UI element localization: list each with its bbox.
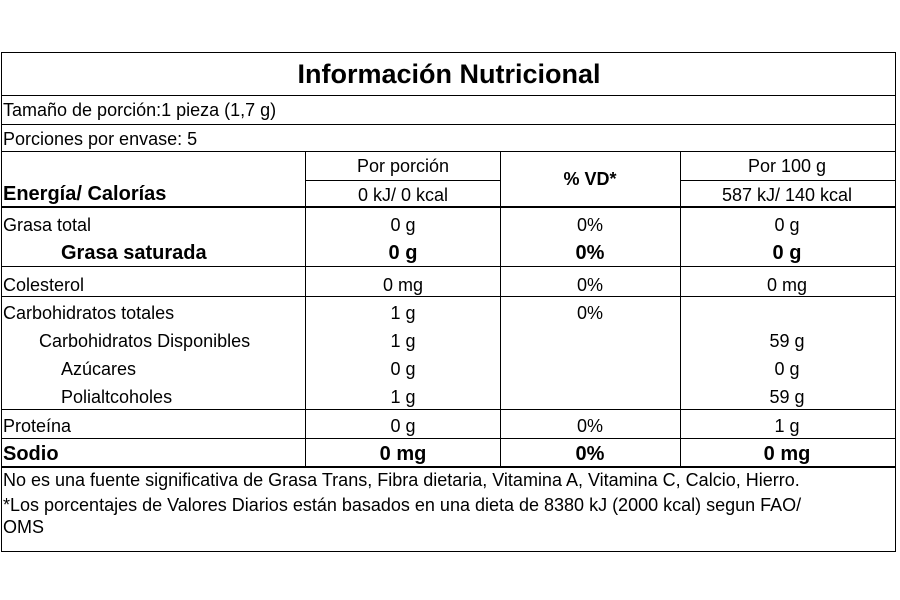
- nutrition-facts-panel: Información Nutricional Tamaño de porció…: [1, 52, 896, 552]
- col-divider-2: [500, 151, 501, 467]
- vd-value: 0%: [575, 242, 605, 264]
- per100-value: 0 mg: [763, 443, 811, 465]
- rule-under-title: [2, 95, 895, 96]
- per100-value: 59 g: [769, 387, 805, 407]
- vd-value: 0%: [576, 275, 604, 295]
- per100-value: 1 g: [774, 416, 800, 436]
- footnote-not-significant: No es una fuente significativa de Grasa …: [3, 470, 800, 490]
- per100-value: 0 g: [774, 359, 800, 379]
- rule-under-proteina: [2, 438, 895, 439]
- col-divider-3: [680, 151, 681, 467]
- nutrient-name: Azúcares: [61, 359, 137, 379]
- rule-under-sodio: [2, 466, 895, 468]
- portion-value: 0 g: [390, 416, 416, 436]
- rule-under-servings: [2, 151, 895, 152]
- vd-value: 0%: [576, 416, 604, 436]
- nutrient-name: Colesterol: [3, 275, 85, 295]
- col-header-portion: Por porción: [356, 156, 450, 176]
- portion-value: 1 g: [390, 303, 416, 323]
- energy-label: Energía/ Calorías: [3, 183, 167, 205]
- portion-value: 0 g: [390, 359, 416, 379]
- nutrient-name: Proteína: [3, 416, 72, 436]
- footnote-daily-values-cont: OMS: [3, 517, 45, 537]
- nutrient-name: Sodio: [3, 443, 59, 465]
- per100-value: 0 mg: [766, 275, 808, 295]
- rule-under-polialtcoholes: [2, 409, 895, 410]
- portion-value: 0 g: [388, 242, 418, 264]
- per100-value: 0 g: [774, 215, 800, 235]
- footnote-daily-values: *Los porcentajes de Valores Diarios está…: [3, 495, 802, 515]
- portion-value: 1 g: [390, 387, 416, 407]
- portion-value: 0 g: [390, 215, 416, 235]
- portion-value: 0 mg: [379, 443, 427, 465]
- nutrient-name: Polialtcoholes: [61, 387, 173, 407]
- nutrient-name: Grasa saturada: [61, 242, 207, 264]
- per100-value: 0 g: [772, 242, 802, 264]
- energy-100g: 587 kJ/ 140 kcal: [721, 185, 853, 205]
- portion-value: 1 g: [390, 331, 416, 351]
- vd-value: 0%: [575, 443, 605, 465]
- rule-under-serving: [2, 124, 895, 125]
- rule-under-header: [2, 206, 895, 208]
- per100-value: 59 g: [769, 331, 805, 351]
- vd-value: 0%: [576, 215, 604, 235]
- rule-header-mid-left: [305, 180, 500, 181]
- rule-under-colesterol: [2, 296, 895, 297]
- energy-portion: 0 kJ/ 0 kcal: [357, 185, 449, 205]
- col-header-100g: Por 100 g: [747, 156, 827, 176]
- serving-size: Tamaño de porción:1 pieza (1,7 g): [3, 100, 277, 120]
- vd-value: 0%: [576, 303, 604, 323]
- portion-value: 0 mg: [382, 275, 424, 295]
- label-title: Información Nutricional: [297, 59, 601, 89]
- servings-per-container: Porciones por envase: 5: [3, 129, 198, 149]
- col-header-vd: % VD*: [563, 169, 617, 189]
- nutrient-name: Carbohidratos totales: [3, 303, 175, 323]
- col-divider-1: [305, 151, 306, 467]
- rule-header-mid-right: [680, 180, 895, 181]
- nutrient-name: Grasa total: [3, 215, 92, 235]
- nutrient-name: Carbohidratos Disponibles: [39, 331, 251, 351]
- rule-under-grasa-saturada: [2, 266, 895, 267]
